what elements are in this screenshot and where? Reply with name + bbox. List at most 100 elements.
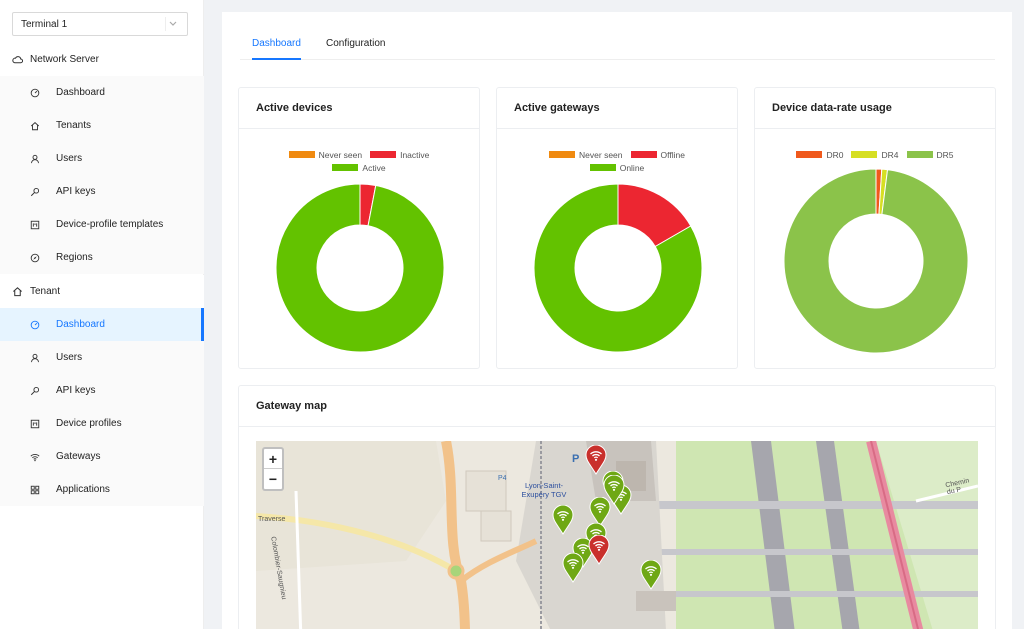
sidebar-item-label: API keys (56, 385, 96, 396)
sidebar-item-label: Tenants (56, 120, 92, 131)
legend-swatch (630, 151, 657, 158)
sidebar-item-label: Users (56, 352, 83, 363)
donut-slice-dr5[interactable] (783, 168, 969, 354)
chart-legend: Never seen Inactive Active (239, 148, 479, 174)
card-title: Gateway map (239, 386, 995, 427)
tab-configuration[interactable]: Configuration (326, 38, 386, 49)
card-title: Active devices (239, 88, 479, 129)
gateway-marker-online[interactable] (562, 552, 584, 583)
user-icon (30, 154, 48, 164)
sidebar-item-device-profile-templates[interactable]: Device-profile templates (0, 208, 204, 241)
sidebar-item-label: Applications (56, 484, 110, 495)
legend-label: Active (362, 162, 386, 173)
legend-swatch (589, 164, 616, 171)
legend-item-dr0[interactable]: DR0 (796, 150, 843, 160)
sidebar-item-tenants[interactable]: Tenants (0, 109, 204, 142)
sidebar-item-device-profiles[interactable]: Device profiles (0, 407, 204, 440)
legend-label: Inactive (400, 149, 430, 160)
dashboard-icon (30, 88, 48, 98)
card-gateway-map: Gateway map (238, 385, 996, 629)
sidebar-item-label: Dashboard (56, 87, 105, 98)
dashboard-icon (30, 320, 48, 330)
donut-slice-online[interactable] (533, 183, 703, 353)
legend-label: Offline (660, 149, 685, 160)
legend-label: DR4 (881, 149, 899, 160)
sidebar: Terminal 1 Network Server Dashboard Tenan… (0, 0, 204, 629)
cloud-icon (12, 56, 23, 64)
sidebar-item-label: Device profiles (56, 418, 122, 429)
template-icon (30, 220, 48, 230)
legend-swatch (288, 151, 315, 158)
map-label-road-left: Traverse (258, 516, 286, 523)
legend-label: Online (619, 162, 645, 173)
sidebar-item-users[interactable]: Users (0, 142, 204, 175)
main-content: Dashboard Configuration Active devices N… (222, 12, 1012, 629)
legend-item-dr4[interactable]: DR4 (851, 149, 899, 160)
zoom-out-button[interactable]: − (268, 471, 278, 487)
map-label-station: Lyon-Saint-Exupéry TGV (521, 481, 567, 499)
legend-item-never-seen[interactable]: Never seen (549, 150, 623, 160)
wifi-icon (30, 452, 48, 462)
map-pin-icon (552, 504, 574, 535)
card-active-gateways: Active gateways Never seen Offline Online (496, 87, 738, 369)
map-label-parking: P (572, 453, 580, 465)
menu-group-header-network-server[interactable]: Network Server (0, 43, 204, 76)
gateway-marker-online[interactable] (603, 474, 625, 505)
chart-legend: Never seen Offline Online (497, 148, 737, 174)
tenant-select-value: Terminal 1 (21, 18, 68, 30)
legend-swatch (332, 164, 359, 171)
sidebar-item-gateways[interactable]: Gateways (0, 440, 204, 473)
legend-label: DR0 (826, 149, 844, 160)
gateway-marker-online[interactable] (640, 559, 662, 590)
legend-item-inactive[interactable]: Inactive (370, 150, 429, 160)
home-icon (30, 121, 48, 131)
legend-swatch (796, 151, 823, 158)
legend-item-online[interactable]: Online (589, 162, 645, 173)
donut-slice-active[interactable] (275, 183, 445, 353)
sidebar-item-label: Gateways (56, 451, 101, 462)
map-pin-icon (588, 534, 610, 565)
sidebar-item-label: Users (56, 153, 83, 164)
legend-label: DR5 (936, 149, 954, 160)
key-icon (30, 386, 48, 396)
sidebar-item-dashboard[interactable]: Dashboard (0, 308, 204, 341)
legend-swatch (370, 151, 397, 158)
menu-group-header-tenant[interactable]: Tenant (0, 275, 204, 308)
sidebar-item-users[interactable]: Users (0, 341, 204, 374)
sidebar-item-api-keys[interactable]: API keys (0, 374, 204, 407)
menu-group-label: Network Server (30, 54, 99, 65)
menu-group-tenant: Tenant Dashboard Users API keys Device prof… (0, 275, 204, 506)
gateway-marker-online[interactable] (589, 496, 611, 527)
sidebar-item-api-keys[interactable]: API keys (0, 175, 204, 208)
key-icon (30, 187, 48, 197)
legend-item-never-seen[interactable]: Never seen (288, 149, 363, 160)
tab-dashboard[interactable]: Dashboard (252, 38, 301, 60)
sidebar-item-label: Dashboard (56, 319, 105, 330)
card-title: Device data-rate usage (755, 88, 995, 129)
template-icon (30, 419, 48, 429)
legend-label: Never seen (318, 149, 363, 160)
tab-bar: Dashboard Configuration (240, 32, 995, 60)
legend-item-active[interactable]: Active (332, 162, 386, 173)
map-label-parking-p4: P4 (498, 475, 507, 482)
sidebar-item-regions[interactable]: Regions (0, 241, 204, 274)
menu-group-network-server: Network Server Dashboard Tenants Users API … (0, 43, 204, 274)
sidebar-item-label: Regions (56, 252, 93, 263)
card-data-rate-usage: Device data-rate usage DR0 DR4 DR5 (754, 87, 996, 369)
legend-item-dr5[interactable]: DR5 (906, 149, 954, 160)
map-pin-icon (562, 552, 584, 583)
legend-item-offline[interactable]: Offline (630, 149, 685, 160)
gateway-marker-offline[interactable] (588, 534, 610, 565)
sidebar-item-label: Device-profile templates (56, 219, 164, 230)
compass-icon (30, 253, 48, 263)
gateway-map[interactable]: P4 P Lyon-Saint-Exupéry TGV Traverse Col… (256, 441, 978, 629)
legend-swatch (851, 151, 878, 158)
home-icon (13, 287, 22, 297)
menu-group-label: Tenant (30, 286, 61, 297)
sidebar-item-dashboard[interactable]: Dashboard (0, 76, 204, 109)
gateway-marker-online[interactable] (552, 504, 574, 535)
gateway-marker-offline[interactable] (585, 444, 607, 475)
tenant-select[interactable]: Terminal 1 (12, 12, 188, 36)
zoom-in-button[interactable]: + (264, 449, 282, 469)
sidebar-item-applications[interactable]: Applications (0, 473, 204, 506)
